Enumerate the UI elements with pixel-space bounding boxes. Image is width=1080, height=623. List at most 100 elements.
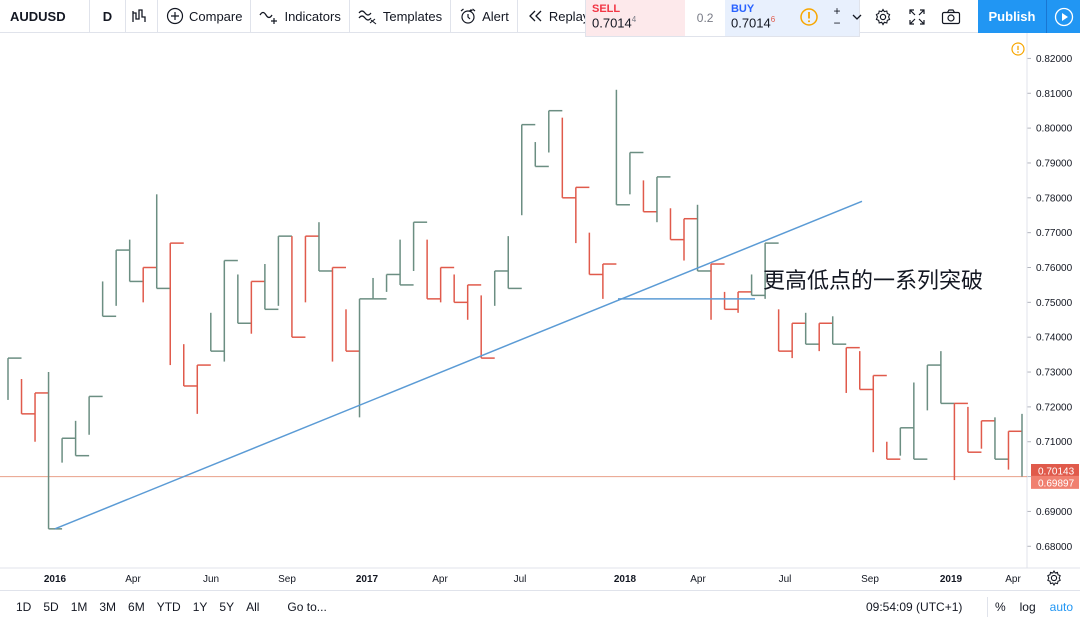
- range-button-1m[interactable]: 1M: [70, 600, 88, 614]
- top-toolbar: AUDUSD D Compare Indicators Templates Al…: [0, 0, 1080, 37]
- sell-label: SELL: [592, 3, 621, 15]
- y-tick-label: 0.75000: [1036, 298, 1073, 309]
- x-tick-label: Apr: [690, 574, 706, 585]
- alarm-clock-icon: [460, 8, 476, 24]
- compare-label: Compare: [189, 8, 243, 24]
- annotation-text[interactable]: 更高低点的一系列突破: [763, 269, 983, 294]
- plus-icon[interactable]: +: [833, 3, 841, 18]
- play-icon: [1054, 7, 1073, 26]
- range-button-6m[interactable]: 6M: [128, 600, 145, 614]
- replay-label: Replay: [548, 8, 590, 24]
- x-tick-label: Jun: [203, 574, 219, 585]
- chart-warning-icon[interactable]: [1011, 42, 1025, 56]
- templates-label: Templates: [382, 8, 443, 24]
- y-tick-label: 0.82000: [1036, 54, 1073, 65]
- x-tick-label: 2017: [356, 574, 379, 585]
- buy-button[interactable]: BUY 0.70146: [724, 0, 859, 36]
- log-scale-button[interactable]: log: [1019, 600, 1036, 614]
- range-button-all[interactable]: All: [246, 600, 260, 614]
- dropdown-button[interactable]: [848, 0, 866, 33]
- range-buttons: 1D 5D 1M 3M 6M YTD 1Y 5Y All: [10, 600, 265, 614]
- plus-circle-icon: [166, 7, 184, 25]
- range-button-3m[interactable]: 3M: [99, 600, 117, 614]
- range-button-5y[interactable]: 5Y: [219, 600, 235, 614]
- chart-style-icon: [132, 9, 146, 22]
- x-tick-label: Apr: [432, 574, 448, 585]
- auto-scale-button[interactable]: auto: [1049, 600, 1073, 614]
- symbol-label: AUDUSD: [10, 8, 66, 24]
- warning-button[interactable]: [792, 0, 826, 33]
- range-button-5d[interactable]: 5D: [43, 600, 59, 614]
- snapshot-button[interactable]: [934, 0, 968, 33]
- range-button-1y[interactable]: 1Y: [192, 600, 208, 614]
- fullscreen-button[interactable]: [900, 0, 934, 33]
- y-tick-label: 0.81000: [1036, 89, 1073, 100]
- templates-icon: [358, 10, 377, 25]
- rewind-icon: [528, 10, 542, 22]
- sell-price: 0.70144: [592, 15, 637, 31]
- time-readout[interactable]: 09:54:09 (UTC+1): [866, 600, 963, 614]
- time-axis[interactable]: 2016 Apr Jun Sep 2017 Apr Jul 2018 Apr Jul Sep 2019…: [0, 567, 1080, 585]
- y-tick-label: 0.69000: [1036, 507, 1073, 518]
- price-chart[interactable]: 0.82000 0.81000 0.80000 0.79000 0.78000 0.770…: [0, 33, 1080, 590]
- y-tick-label: 0.78000: [1036, 193, 1073, 204]
- y-tick-label: 0.73000: [1036, 368, 1073, 379]
- x-tick-label: Sep: [278, 574, 296, 585]
- drawings-layer[interactable]: [54, 200, 863, 530]
- settings-button[interactable]: [866, 0, 900, 33]
- x-tick-label: Jul: [779, 574, 792, 585]
- x-tick-label: Sep: [861, 574, 879, 585]
- indicators-button[interactable]: Indicators: [251, 0, 350, 33]
- quote-panel: SELL 0.70144 0.2 BUY 0.70146: [585, 0, 860, 37]
- compare-button[interactable]: Compare: [158, 0, 252, 33]
- percent-scale-button[interactable]: %: [994, 600, 1006, 614]
- symbol-search[interactable]: AUDUSD: [0, 0, 90, 33]
- interval-label: D: [102, 8, 113, 24]
- minus-icon[interactable]: −: [833, 15, 841, 30]
- current-price-up: 0.70143: [1038, 467, 1075, 478]
- trend-line[interactable]: [54, 200, 863, 530]
- range-button-1d[interactable]: 1D: [16, 600, 32, 614]
- replay-button[interactable]: Replay: [518, 0, 597, 33]
- y-tick-label: 0.71000: [1036, 437, 1073, 448]
- range-button-ytd[interactable]: YTD: [156, 600, 181, 614]
- templates-button[interactable]: Templates: [350, 0, 452, 33]
- x-tick-label: Apr: [125, 574, 141, 585]
- current-price-badge-up: [1031, 464, 1079, 478]
- bottom-toolbar: 1D 5D 1M 3M 6M YTD 1Y 5Y All Go to... 09:54:09 (…: [0, 590, 1080, 623]
- play-button[interactable]: [1046, 0, 1080, 33]
- y-tick-label: 0.76000: [1036, 263, 1073, 274]
- sell-button[interactable]: SELL 0.70144: [586, 0, 686, 36]
- warning-icon: [800, 7, 818, 26]
- alert-button[interactable]: Alert: [451, 0, 518, 33]
- indicators-label: Indicators: [284, 8, 341, 24]
- x-tick-label: 2016: [44, 574, 67, 585]
- camera-icon: [941, 8, 961, 24]
- right-toolbar: + − Publish: [792, 0, 1080, 33]
- y-tick-label: 0.79000: [1036, 158, 1073, 169]
- fullscreen-icon: [909, 8, 925, 25]
- scale-options: % log auto: [986, 591, 1080, 623]
- alert-label: Alert: [482, 8, 509, 24]
- chart-style-button[interactable]: [126, 0, 158, 33]
- x-tick-label: 2019: [940, 574, 963, 585]
- x-tick-label: Jul: [514, 574, 527, 585]
- current-price-down: 0.69897: [1038, 478, 1075, 489]
- chevron-down-icon: [852, 14, 862, 20]
- publish-label: Publish: [988, 9, 1036, 24]
- goto-button[interactable]: Go to...: [287, 600, 327, 614]
- x-tick-label: Apr: [1005, 574, 1021, 585]
- x-tick-label: 2018: [614, 574, 637, 585]
- zoom-stepper[interactable]: + −: [826, 0, 848, 33]
- current-price-badge-down: [1031, 475, 1079, 489]
- axis-settings-icon[interactable]: [1047, 570, 1061, 586]
- gear-icon: [875, 7, 891, 26]
- y-tick-label: 0.77000: [1036, 228, 1073, 239]
- indicators-icon: [259, 11, 278, 24]
- y-tick-label: 0.74000: [1036, 333, 1073, 344]
- buy-price: 0.70146: [730, 15, 776, 31]
- kagi-series[interactable]: [7, 89, 1023, 530]
- publish-button[interactable]: Publish: [978, 0, 1046, 33]
- interval-button[interactable]: D: [90, 0, 126, 33]
